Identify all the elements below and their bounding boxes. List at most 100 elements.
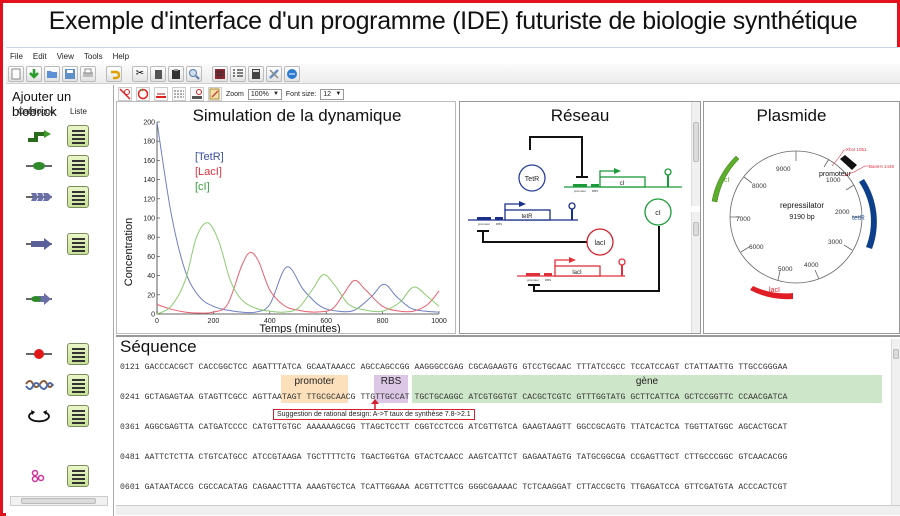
circle-tool-icon[interactable] (136, 87, 150, 101)
feature-promoteur-label: promoteur (819, 171, 852, 178)
sequence-position: 0481 (120, 453, 140, 462)
coding-sequence-part-icon[interactable] (24, 188, 54, 206)
tetr-feature[interactable] (859, 179, 877, 249)
feature-ci-label: cI (724, 177, 730, 184)
laci-feature[interactable] (750, 286, 793, 300)
download-icon[interactable] (26, 65, 42, 82)
network-scrollbar-top[interactable] (691, 102, 700, 206)
feature-laci-label: lacI (769, 287, 780, 294)
composite-part-icon[interactable] (24, 290, 54, 308)
svg-text:160: 160 (143, 158, 155, 165)
list-icon[interactable] (230, 65, 246, 82)
biobrick-promoter-row (6, 125, 114, 149)
menu-view[interactable]: View (56, 52, 74, 61)
svg-text:1000: 1000 (431, 318, 447, 325)
biobrick-reporter-row (6, 233, 114, 257)
svg-text:80: 80 (147, 235, 155, 242)
edit-tool-icon[interactable] (208, 87, 222, 101)
network-panel: Réseau TetR cI promoter RBS (459, 101, 701, 334)
legend-laci: [LacI] (195, 166, 222, 178)
sequence-horizontal-scrollbar[interactable] (116, 505, 900, 515)
liste-column-label: Liste (70, 107, 87, 116)
menu-help[interactable]: Help (112, 52, 130, 61)
annotation-rbs-label: RBS (380, 376, 402, 387)
plasmid-map: 1000 2000 3000 4000 5000 6000 7000 8000 … (711, 147, 895, 300)
open-folder-icon[interactable] (44, 65, 60, 82)
annotation-gene[interactable]: gène (412, 375, 882, 403)
series-line (156, 251, 440, 314)
rational-design-suggestion[interactable]: Suggestion de rational design: A->T taux… (273, 409, 475, 420)
cut-icon[interactable]: ✂ (132, 65, 148, 82)
rbs-part-icon[interactable] (24, 157, 54, 175)
rbs-list-button[interactable] (67, 155, 89, 177)
dna-list-button[interactable] (67, 374, 89, 396)
grid-icon[interactable] (212, 65, 228, 82)
tick-4000: 4000 (804, 262, 819, 269)
network-scrollbar-bottom[interactable] (691, 212, 700, 333)
web-icon[interactable] (284, 65, 300, 82)
molecule-part-icon[interactable] (24, 467, 54, 485)
undo-icon[interactable] (106, 65, 122, 82)
rbs-label: RBS (592, 189, 598, 193)
save-icon[interactable] (62, 65, 78, 82)
terminator-part-icon[interactable] (24, 345, 54, 363)
tick-9000: 9000 (776, 166, 791, 173)
biobrick-rbs-row (6, 155, 114, 179)
network-diagram: TetR cI promoter RBS (468, 136, 682, 292)
promoter-list-button[interactable] (67, 125, 89, 147)
tick-7000: 7000 (736, 216, 751, 223)
seq-tool-icon[interactable] (154, 87, 168, 101)
new-file-icon[interactable] (8, 65, 24, 82)
menu-file[interactable]: File (10, 52, 23, 61)
calculator-icon[interactable] (248, 65, 264, 82)
copy-icon[interactable] (150, 65, 166, 82)
reporter-part-icon[interactable] (24, 235, 54, 253)
find-icon[interactable] (186, 65, 202, 82)
svg-text:200: 200 (208, 318, 220, 325)
menu-edit[interactable]: Edit (32, 52, 47, 61)
annotation-promoter-label: promoter (294, 376, 335, 387)
paste-icon[interactable] (168, 65, 184, 82)
x-axis-label: Temps (minutes) (259, 323, 340, 334)
sequence-position: 0361 (120, 423, 140, 432)
align-tool-icon[interactable] (172, 87, 186, 101)
gene-laci: lacI (572, 270, 582, 276)
reporter-list-button[interactable] (67, 233, 89, 255)
terminator-list-button[interactable] (67, 343, 89, 365)
sequence-line[interactable]: 0241 GCTAGAGTAA GTAGTTCGCC AGTTAATAGT TT… (120, 393, 787, 402)
legend-tetr: [TetR] (195, 151, 224, 163)
promoter-feature[interactable] (840, 155, 857, 170)
svg-text:40: 40 (147, 273, 155, 280)
ci-feature[interactable] (711, 155, 740, 203)
ide-window: File Edit View Tools Help ✂ (6, 47, 900, 516)
sequence-line[interactable]: 0601 GATAATACCG CGCCACATAG CAGAACTTTA AA… (120, 483, 787, 492)
molecule-list-button[interactable] (67, 465, 89, 487)
font-size-select[interactable]: 12 ▼ (320, 88, 345, 100)
sequence-scrollbar[interactable] (891, 339, 900, 505)
zoom-value: 100% (250, 90, 269, 98)
text-tool-icon[interactable] (190, 87, 204, 101)
sidebar-title: Ajouter un biobrick (12, 89, 72, 119)
print-icon[interactable] (80, 65, 96, 82)
no-select-icon[interactable] (118, 87, 132, 101)
zoom-select[interactable]: 100% ▼ (247, 88, 282, 100)
backbone-list-button[interactable] (67, 405, 89, 427)
biobrick-coding-row (6, 186, 114, 210)
sequence-line[interactable]: 0361 AGGCGAGTTA CATGATCCCC CATGTTGTGC AA… (120, 423, 787, 432)
biobrick-molecule-row (6, 465, 114, 489)
font-size-label: Font size: (285, 90, 317, 98)
sequence-line[interactable]: 0481 AATTCTCTTA CTGTCATGCC ATCCGTAAGA TG… (120, 453, 787, 462)
sequence-line[interactable]: 0121 GACCCACGCT CACCGGCTCC AGATTTATCA GC… (120, 363, 787, 372)
dna-part-icon[interactable] (24, 376, 54, 394)
menu-tools[interactable]: Tools (83, 52, 103, 61)
promoter-part-icon[interactable] (24, 127, 54, 145)
plasmid-backbone-icon[interactable] (24, 407, 54, 425)
annotation-rbs[interactable]: RBS (374, 375, 408, 403)
annotation-promoter[interactable]: promoter (281, 375, 348, 403)
gene-ci: cI (620, 181, 625, 187)
sequence-position: 0601 (120, 483, 140, 492)
chevron-down-icon: ▼ (272, 91, 279, 97)
sidebar-horizontal-scrollbar[interactable] (10, 496, 108, 506)
coding-list-button[interactable] (67, 186, 89, 208)
tools-icon[interactable] (266, 65, 282, 82)
